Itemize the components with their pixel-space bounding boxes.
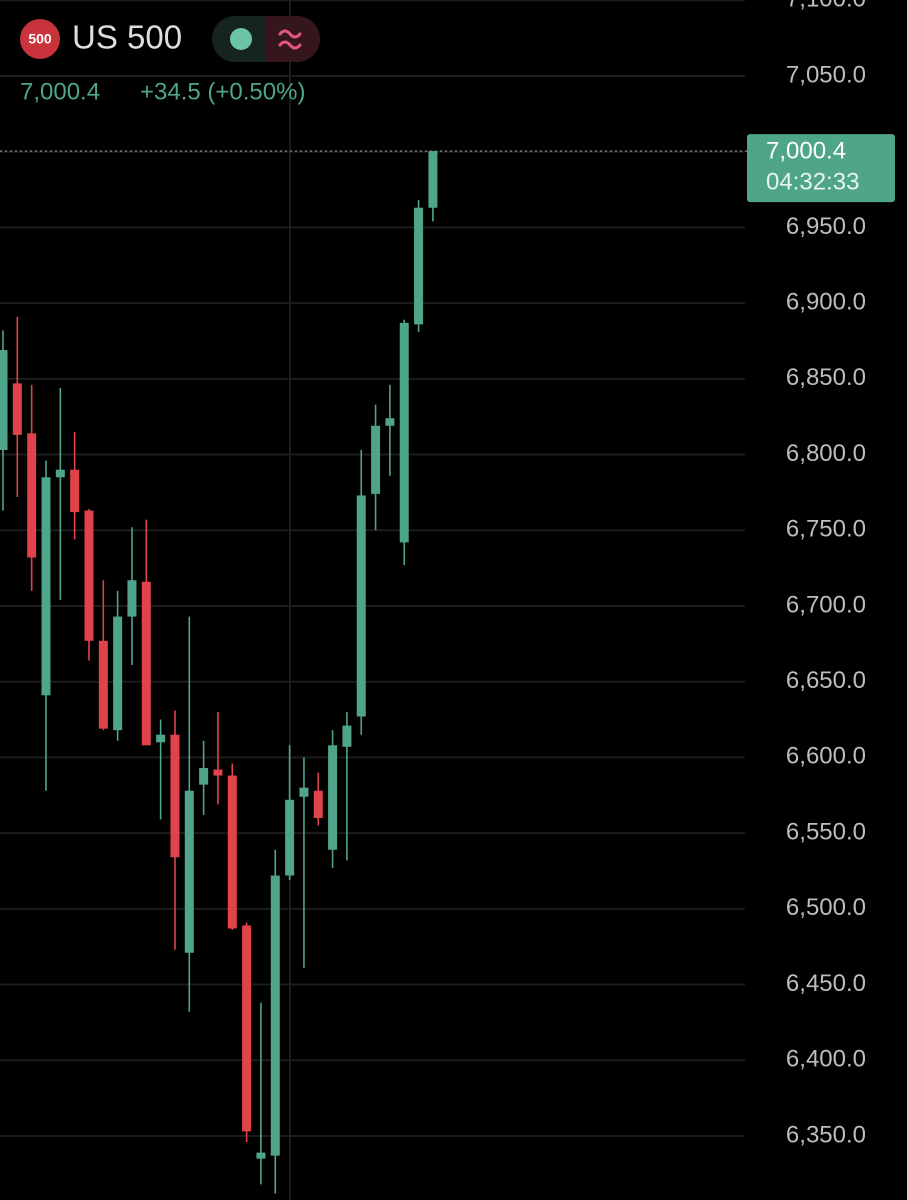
candle-body <box>156 734 166 743</box>
candle-body <box>256 1152 266 1159</box>
symbol-badge <box>20 19 60 59</box>
y-tick-label: 6,650.0 <box>786 667 866 694</box>
y-tick-label: 6,850.0 <box>786 364 866 391</box>
y-tick-label: 6,500.0 <box>786 894 866 921</box>
candle-body <box>141 581 151 746</box>
candle-body <box>428 151 438 208</box>
countdown: 04:32:33 <box>766 168 859 195</box>
y-tick-label: 6,700.0 <box>786 591 866 618</box>
candle-body <box>98 640 108 729</box>
y-tick-label: 7,100.0 <box>786 0 866 13</box>
candle-body <box>0 350 8 451</box>
market-open-dot <box>230 28 252 50</box>
header: 500 US 500 7,000.4 +34.5 (+0.50%) <box>20 16 320 105</box>
badge-text: 500 <box>28 31 52 47</box>
candle-body <box>113 616 123 731</box>
y-tick-label: 6,450.0 <box>786 970 866 997</box>
quote-change: +34.5 (+0.50%) <box>140 78 305 105</box>
candle-body <box>342 725 352 747</box>
candle-body <box>299 787 309 797</box>
approx-icon <box>278 29 302 50</box>
y-tick-label: 6,600.0 <box>786 743 866 770</box>
y-tick-label: 6,750.0 <box>786 516 866 543</box>
price-tag: 7,000.4 04:32:33 <box>0 134 895 203</box>
candle-body <box>213 769 223 776</box>
candle-body <box>227 775 237 929</box>
y-tick-label: 6,550.0 <box>786 818 866 845</box>
candle-body <box>41 477 51 696</box>
y-tick-label: 6,950.0 <box>786 213 866 240</box>
candle-body <box>27 433 37 558</box>
candle-body <box>270 875 280 1156</box>
candle-body <box>127 580 137 617</box>
candle-body <box>55 469 65 478</box>
candle-body <box>199 768 209 785</box>
y-tick-label: 6,800.0 <box>786 440 866 467</box>
candle-body <box>356 495 366 717</box>
candle-body <box>313 790 323 818</box>
y-tick-label: 7,050.0 <box>786 61 866 88</box>
y-tick-label: 6,900.0 <box>786 288 866 315</box>
candle-body <box>184 790 194 953</box>
candle-body <box>328 745 338 850</box>
symbol-name[interactable]: US 500 <box>72 19 182 56</box>
candles <box>0 151 438 1194</box>
status-pill-right <box>266 16 320 62</box>
candle-body <box>84 510 94 641</box>
candle-body <box>242 925 252 1132</box>
last-price-box <box>747 134 895 203</box>
candle-body <box>12 383 22 435</box>
candle-body <box>385 418 395 426</box>
candle-body <box>414 207 424 325</box>
last-price-label: 7,000.4 <box>766 137 846 164</box>
y-tick-label: 6,350.0 <box>786 1121 866 1148</box>
candle-body <box>170 734 180 858</box>
quote-price: 7,000.4 <box>20 78 100 105</box>
y-tick-label: 6,400.0 <box>786 1046 866 1073</box>
candle-body <box>70 469 80 513</box>
candle-body <box>371 425 381 494</box>
candle-body <box>285 799 295 876</box>
candle-body <box>399 322 409 543</box>
